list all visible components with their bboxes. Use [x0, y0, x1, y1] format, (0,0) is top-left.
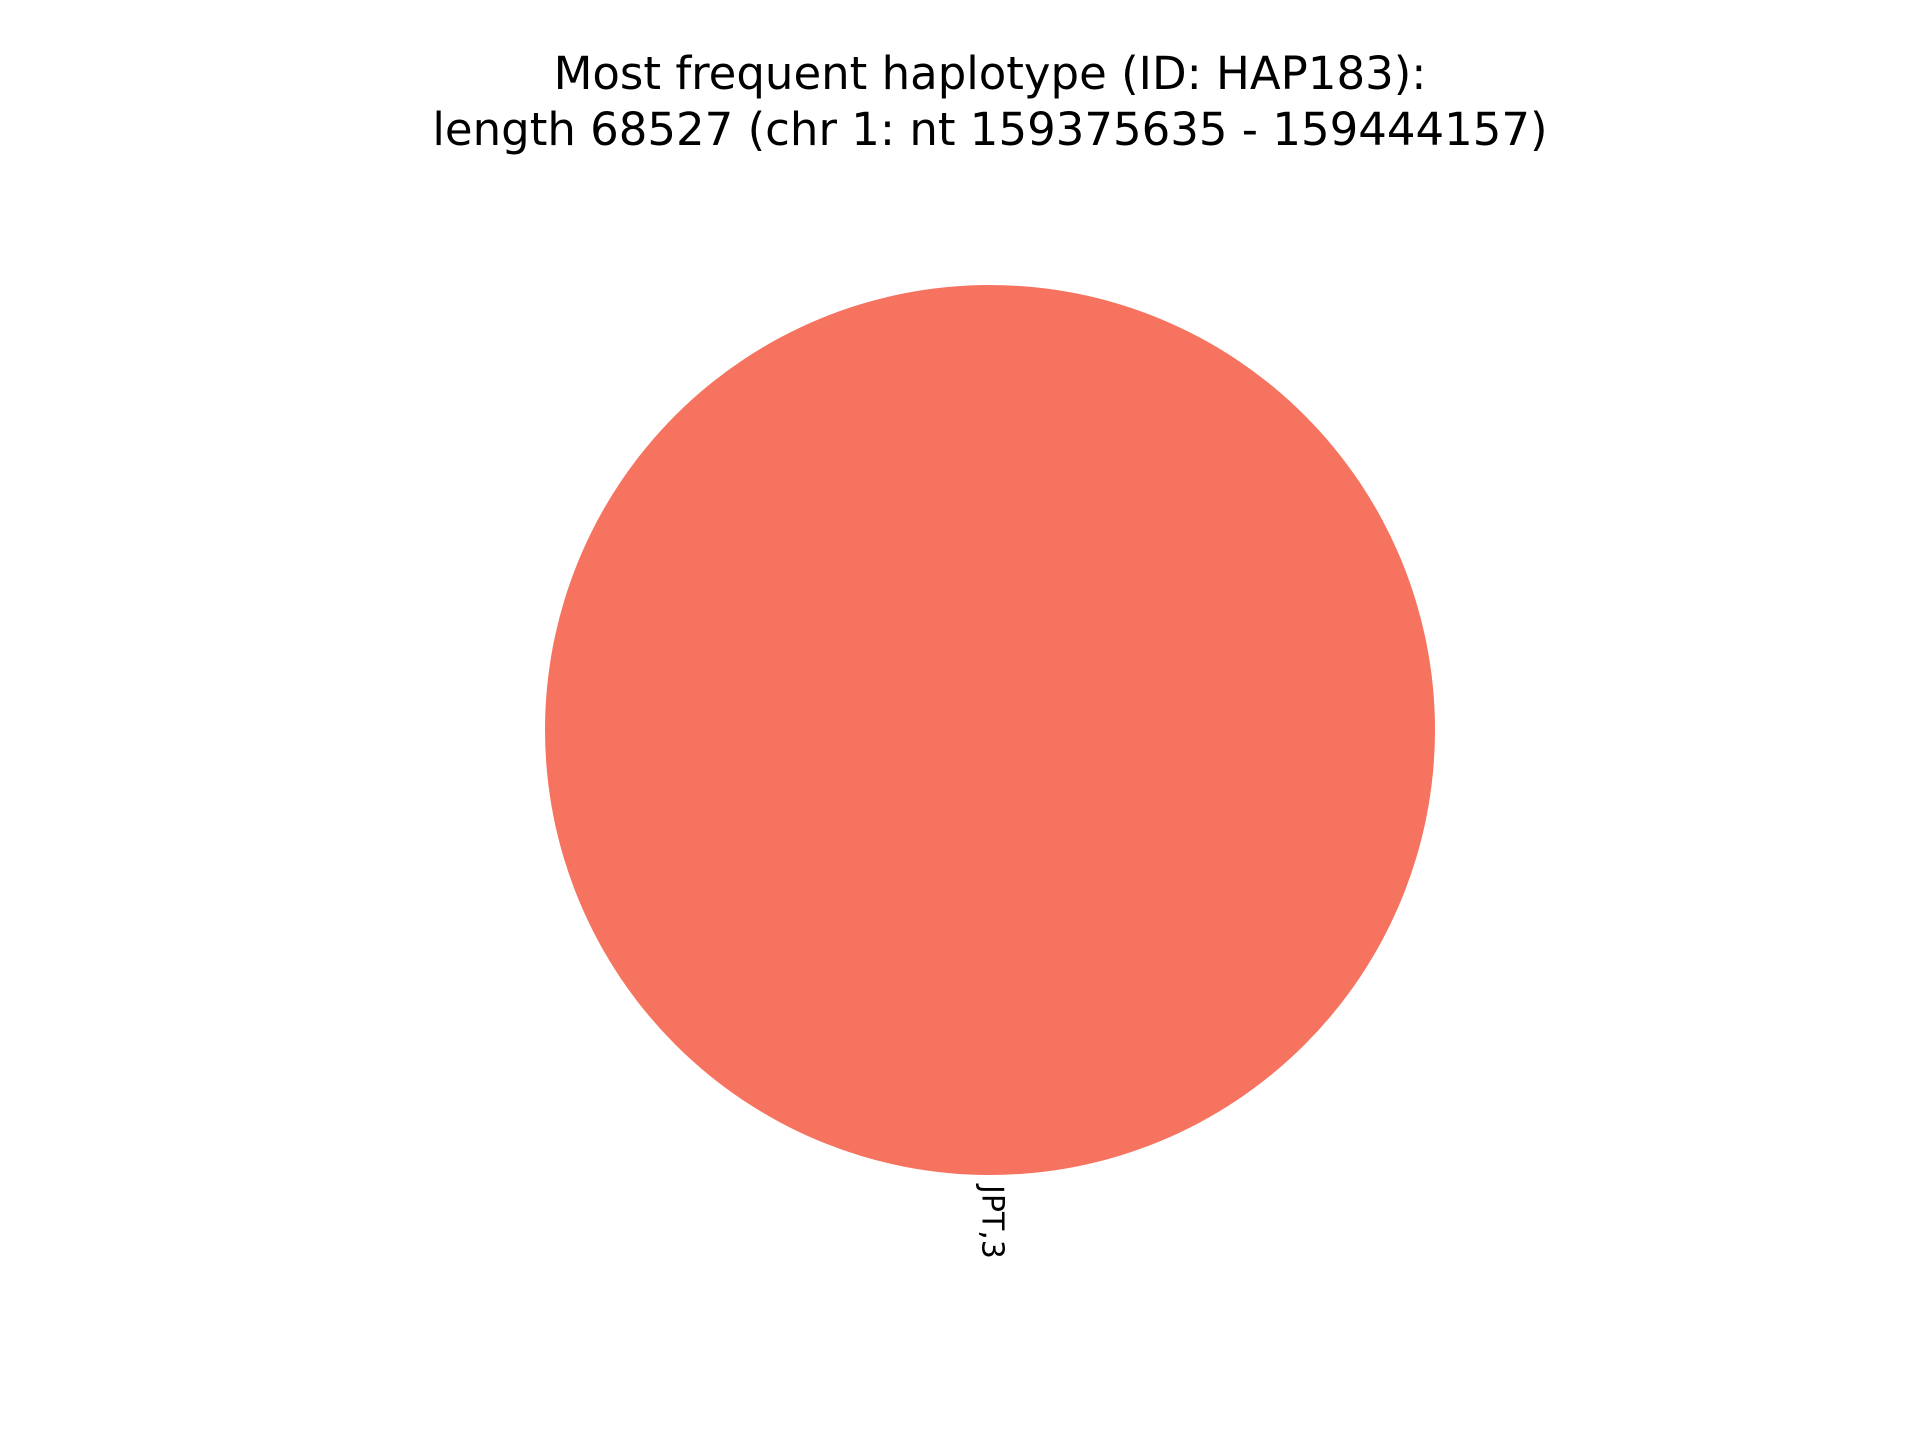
- pie-slice-label: JPT,3: [975, 1183, 1010, 1259]
- pie-labels: JPT,3: [975, 1183, 1010, 1259]
- pie-slice: [545, 285, 1435, 1175]
- chart-title-line-2: length 68527 (chr 1: nt 159375635 - 1594…: [432, 103, 1548, 156]
- chart-title-line-1: Most frequent haplotype (ID: HAP183):: [553, 47, 1427, 100]
- pie-slices: [545, 285, 1435, 1175]
- chart-title: Most frequent haplotype (ID: HAP183): le…: [0, 46, 1920, 158]
